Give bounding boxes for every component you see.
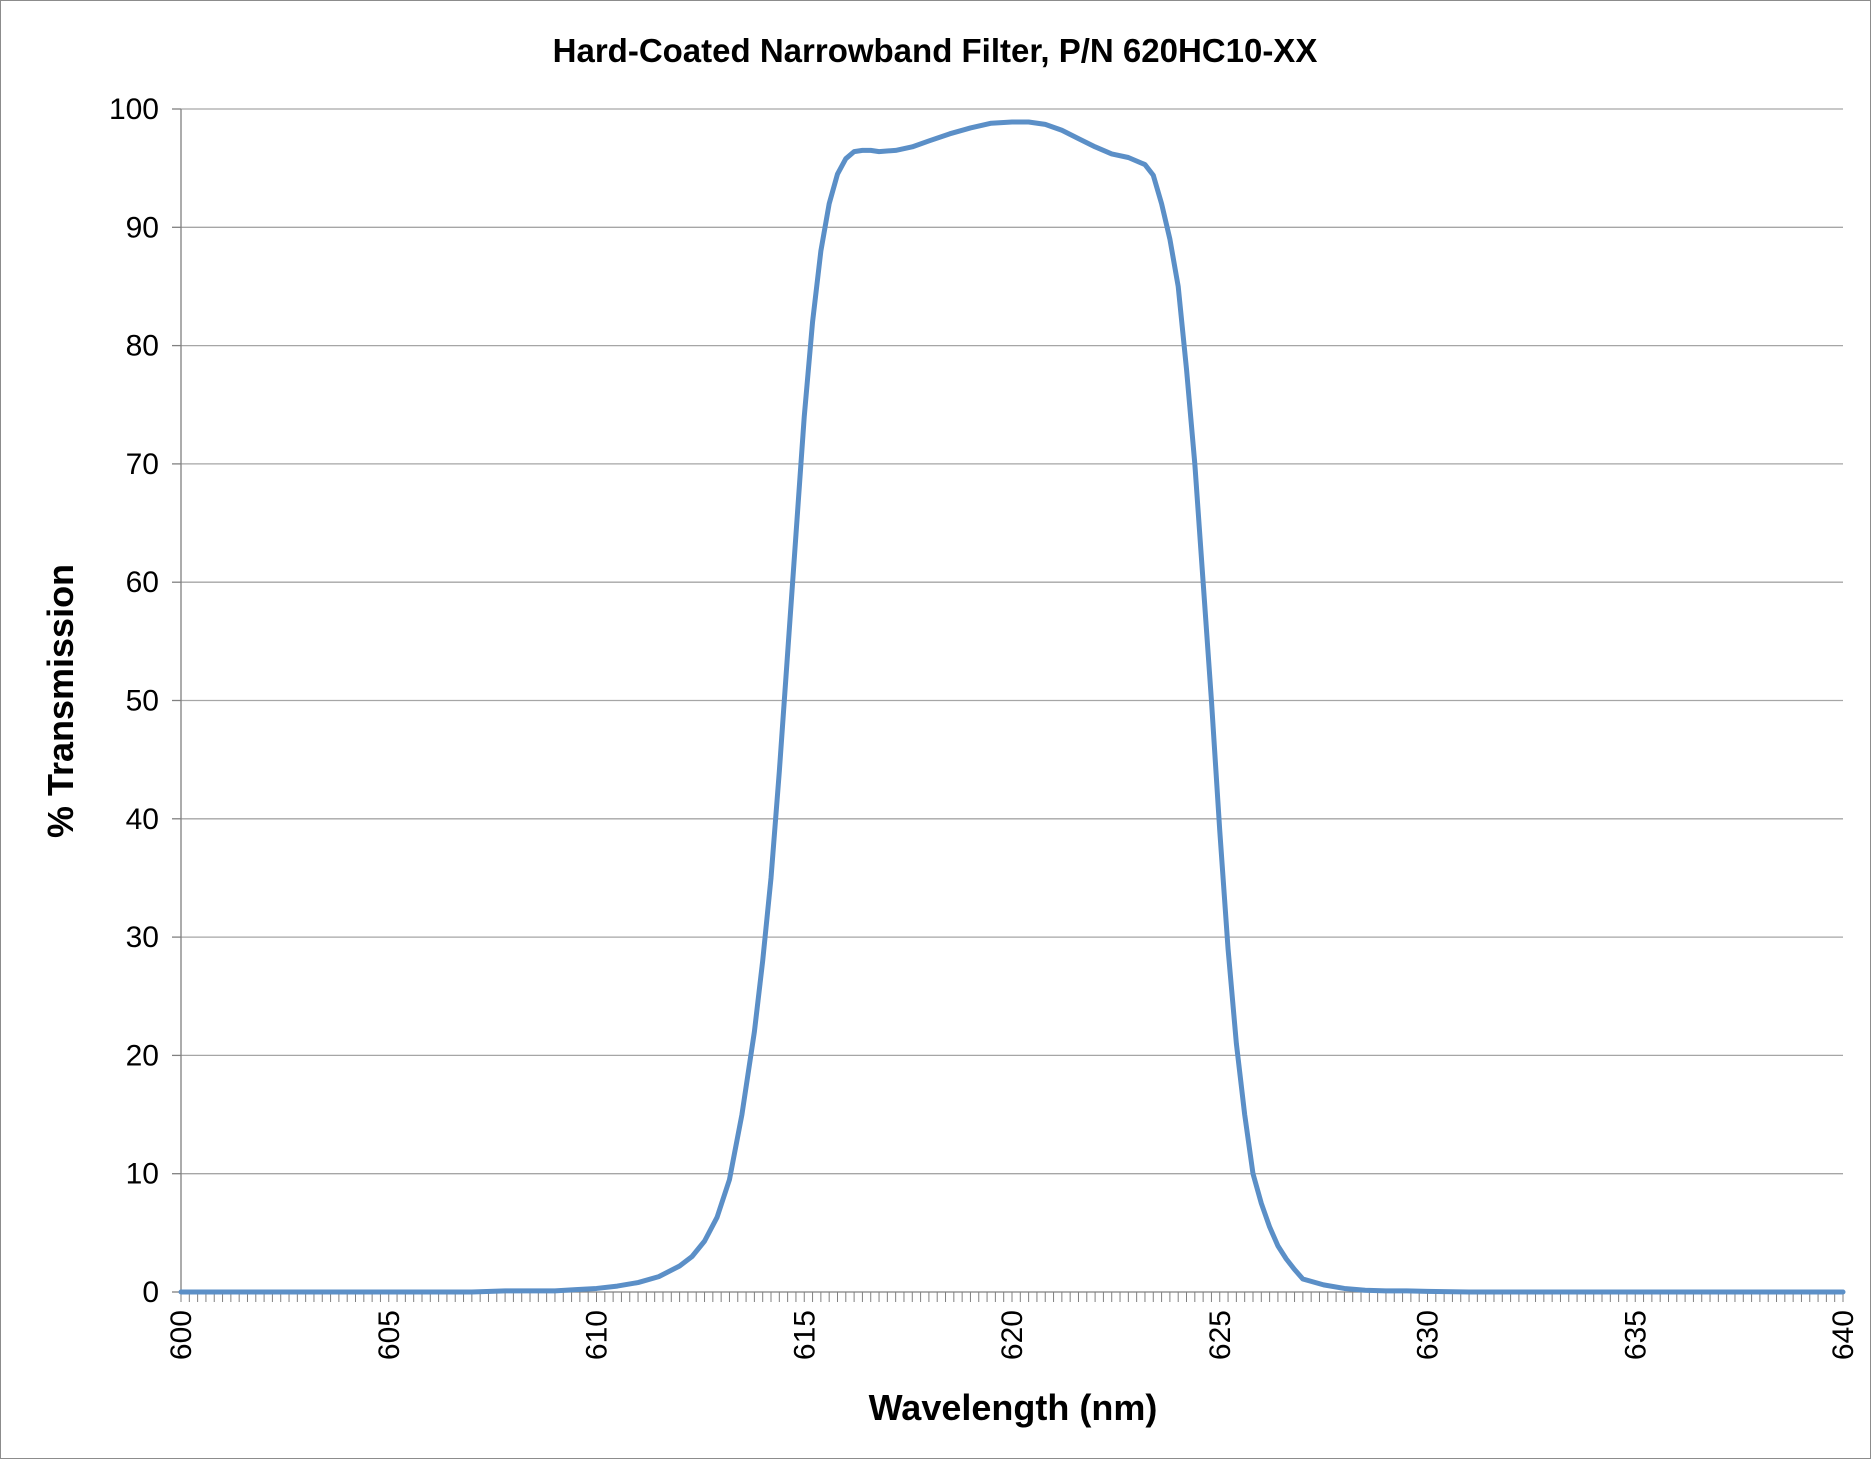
y-tick-label: 100 xyxy=(109,93,159,126)
y-tick-label: 0 xyxy=(142,1276,159,1309)
axes xyxy=(172,108,1844,1302)
series-line-0 xyxy=(178,119,1846,1295)
x-tick-label: 635 xyxy=(1619,1310,1652,1360)
x-tick-label: 640 xyxy=(1827,1310,1860,1360)
y-tick-label: 60 xyxy=(126,566,159,599)
y-tick-label: 20 xyxy=(126,1039,159,1072)
x-tick-label: 630 xyxy=(1412,1310,1445,1360)
y-tick-label: 50 xyxy=(126,685,159,718)
y-tick-labels: 0 10 20 30 40 50 60 70 80 90 100 xyxy=(109,93,159,1309)
x-tick-label: 605 xyxy=(373,1310,406,1360)
x-tick-labels: 600 605 610 615 620 625 630 635 640 xyxy=(165,1310,1860,1360)
y-tick-label: 70 xyxy=(126,448,159,481)
x-axis-title: Wavelength (nm) xyxy=(869,1387,1158,1428)
series-layer xyxy=(178,119,1846,1295)
x-tick-label: 610 xyxy=(581,1310,614,1360)
x-tick-label: 600 xyxy=(165,1310,198,1360)
x-tick-label: 625 xyxy=(1204,1310,1237,1360)
y-tick-label: 90 xyxy=(126,211,159,244)
x-tick-label: 615 xyxy=(788,1310,821,1360)
y-tick-label: 10 xyxy=(126,1158,159,1191)
y-tick-label: 80 xyxy=(126,330,159,363)
grid-lines xyxy=(181,108,1843,1175)
chart-title: Hard-Coated Narrowband Filter, P/N 620HC… xyxy=(553,32,1318,69)
y-axis-title: % Transmission xyxy=(40,564,81,838)
y-tick-label: 30 xyxy=(126,921,159,954)
y-tick-label: 40 xyxy=(126,803,159,836)
x-tick-label: 620 xyxy=(996,1310,1029,1360)
